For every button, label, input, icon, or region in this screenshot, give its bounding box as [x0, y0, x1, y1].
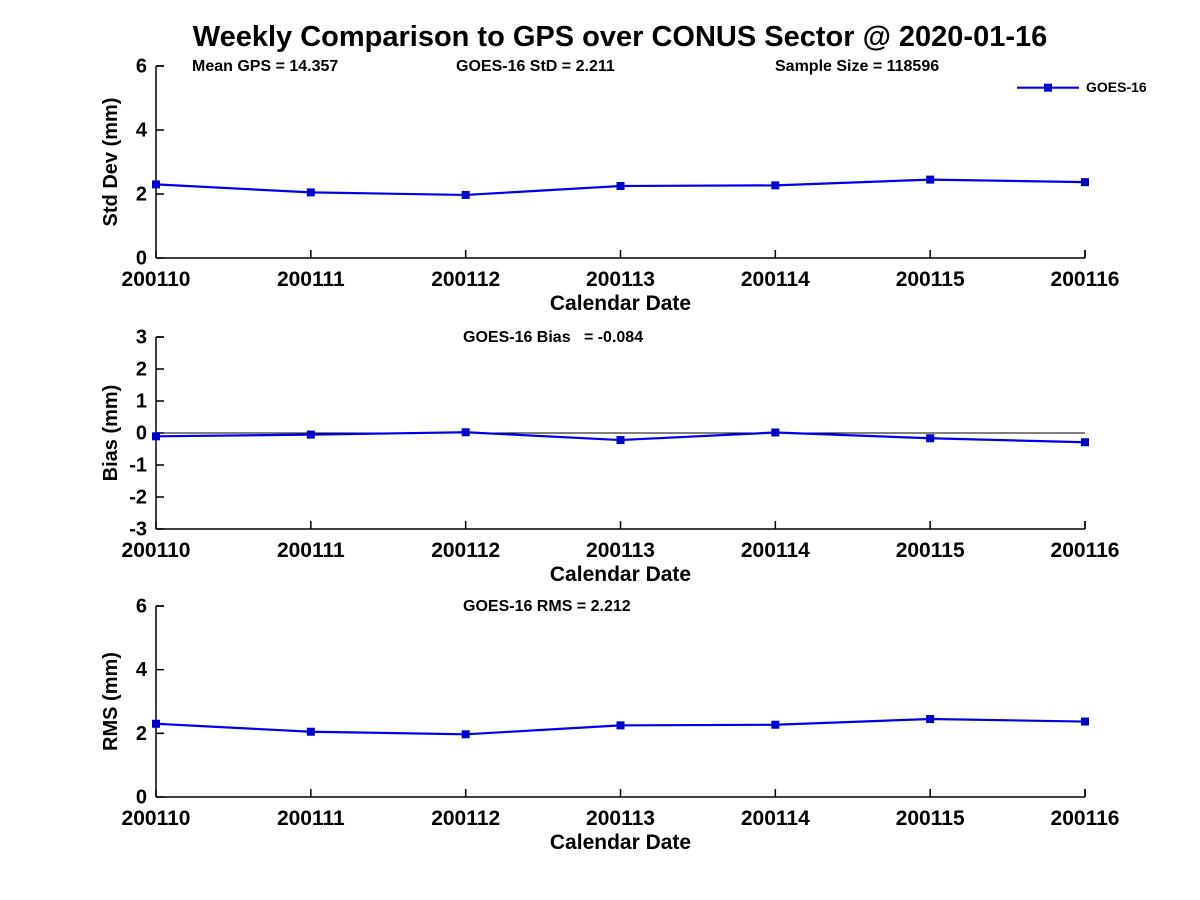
- svg-text:200111: 200111: [277, 268, 345, 291]
- svg-text:200113: 200113: [586, 539, 655, 562]
- svg-text:200115: 200115: [896, 539, 965, 562]
- svg-text:200115: 200115: [896, 268, 965, 291]
- svg-text:Sample Size = 118596: Sample Size = 118596: [775, 58, 939, 75]
- svg-text:200116: 200116: [1051, 807, 1120, 830]
- svg-text:1: 1: [136, 391, 147, 413]
- svg-text:2: 2: [136, 723, 147, 745]
- svg-text:200111: 200111: [277, 539, 345, 562]
- svg-text:Calendar Date: Calendar Date: [550, 563, 691, 586]
- svg-text:200112: 200112: [431, 807, 500, 830]
- svg-text:200114: 200114: [741, 807, 810, 830]
- svg-text:200110: 200110: [122, 268, 191, 291]
- svg-text:RMS (mm): RMS (mm): [100, 652, 122, 751]
- svg-text:6: 6: [136, 56, 147, 78]
- svg-text:Bias (mm): Bias (mm): [100, 385, 122, 482]
- svg-text:6: 6: [136, 596, 147, 618]
- svg-text:-2: -2: [129, 487, 147, 509]
- svg-text:Calendar Date: Calendar Date: [550, 292, 691, 315]
- svg-text:200111: 200111: [277, 807, 345, 830]
- svg-text:200116: 200116: [1051, 268, 1120, 291]
- svg-text:0: 0: [136, 248, 147, 270]
- svg-text:GOES-16 RMS = 2.212: GOES-16 RMS = 2.212: [463, 598, 631, 615]
- svg-text:200110: 200110: [122, 807, 191, 830]
- svg-text:200114: 200114: [741, 268, 810, 291]
- svg-text:200112: 200112: [431, 539, 500, 562]
- svg-text:3: 3: [136, 327, 147, 349]
- svg-text:GOES-16 StD = 2.211: GOES-16 StD = 2.211: [456, 58, 615, 75]
- svg-text:Calendar Date: Calendar Date: [550, 831, 691, 854]
- svg-text:200115: 200115: [896, 807, 965, 830]
- svg-text:200110: 200110: [122, 539, 191, 562]
- svg-text:200114: 200114: [741, 539, 810, 562]
- svg-text:Std Dev (mm): Std Dev (mm): [100, 98, 122, 227]
- svg-text:4: 4: [136, 659, 148, 681]
- svg-text:GOES-16 Bias = -0.084: GOES-16 Bias = -0.084: [463, 329, 643, 346]
- svg-text:Weekly Comparison to GPS over: Weekly Comparison to GPS over CONUS Sect…: [193, 21, 1048, 53]
- svg-text:-1: -1: [129, 455, 147, 477]
- svg-text:-3: -3: [129, 519, 147, 541]
- svg-text:0: 0: [136, 787, 147, 809]
- svg-text:2: 2: [136, 359, 147, 381]
- svg-text:200116: 200116: [1051, 539, 1120, 562]
- svg-text:2: 2: [136, 184, 147, 206]
- svg-text:4: 4: [136, 120, 148, 142]
- svg-text:200113: 200113: [586, 268, 655, 291]
- svg-text:0: 0: [136, 423, 147, 445]
- svg-text:200113: 200113: [586, 807, 655, 830]
- svg-text:Mean GPS = 14.357: Mean GPS = 14.357: [192, 58, 338, 75]
- svg-text:GOES-16: GOES-16: [1086, 79, 1147, 95]
- svg-text:200112: 200112: [431, 268, 500, 291]
